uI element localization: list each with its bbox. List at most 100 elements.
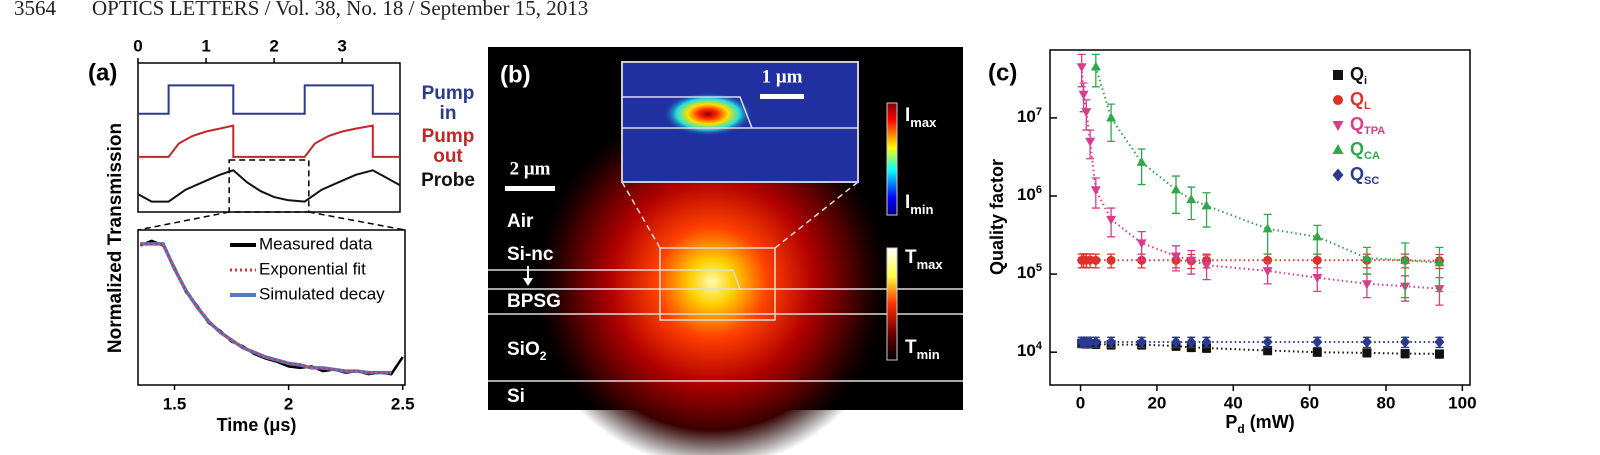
marker [1090, 61, 1101, 71]
zoom-line [774, 181, 859, 249]
y-tick-label-part: 7 [1036, 106, 1042, 118]
error-bar [1091, 53, 1100, 88]
marker [1361, 280, 1372, 290]
trace [137, 169, 401, 203]
mode-profile [663, 92, 753, 136]
marker [1263, 255, 1273, 265]
x-tick-label: 3 [337, 36, 346, 55]
panel-label: (b) [500, 61, 531, 88]
panel-label: (c) [988, 59, 1017, 86]
marker [1312, 255, 1322, 265]
x-tick-label: 80 [1377, 393, 1396, 412]
label-sub: min [917, 347, 940, 362]
trace [138, 84, 400, 115]
journal-header: OPTICS LETTERS / Vol. 38, No. 18 / Septe… [92, 0, 589, 20]
error-bar [1435, 246, 1444, 293]
y-tick-label: 106 [1017, 184, 1042, 205]
layer-line [488, 269, 741, 290]
zoom-line [621, 181, 661, 249]
legend-label: Measured data [259, 234, 373, 253]
fit-curve [1081, 342, 1440, 355]
legend-label: QCA [1350, 139, 1380, 162]
y-tick-label: 107 [1017, 106, 1042, 127]
label-sub: max [917, 257, 944, 272]
marker [1400, 336, 1411, 348]
marker [1186, 194, 1197, 204]
marker [1171, 252, 1181, 262]
x-axis-label-part: (mW) [1245, 412, 1295, 432]
layer-label: SiO2 [507, 339, 547, 363]
marker [1076, 63, 1087, 73]
scale-bar [760, 94, 804, 99]
colorbar-label: Tmax [905, 247, 943, 272]
y-tick-label-part: 5 [1036, 262, 1042, 274]
arrow-head [523, 278, 533, 286]
trace [140, 242, 392, 374]
colorbar-label: Imax [905, 105, 937, 130]
legend-label-part: TPA [1364, 125, 1385, 137]
legend-label: Qi [1350, 64, 1367, 87]
legend-label-part: CA [1364, 150, 1380, 162]
marker [1085, 336, 1096, 348]
panel-b: 1 μm 2 μm (b) Air Si-nc BPSG SiO2 Si Ima… [488, 47, 963, 455]
marker [1262, 267, 1273, 277]
marker [1201, 261, 1212, 271]
x-tick-label: 20 [1147, 393, 1166, 412]
y-tick-label-part: 10 [1017, 264, 1036, 283]
marker [1201, 336, 1212, 348]
trace-label: Pump in [421, 82, 475, 124]
marker [1361, 252, 1372, 262]
marker [1332, 144, 1344, 154]
temperature-map [527, 97, 897, 455]
marker [1171, 184, 1181, 194]
x-tick-label: 60 [1300, 393, 1319, 412]
layer-label: Si-nc [507, 244, 554, 265]
x-tick-label: 0 [1076, 393, 1085, 412]
marker [1091, 255, 1101, 265]
error-bar [1263, 213, 1272, 255]
trace [138, 124, 400, 158]
trace-label: Pump out [421, 125, 475, 167]
legend-label-part: Q [1350, 164, 1364, 184]
y-axis-label: Normalized Transmission [105, 123, 126, 353]
colorbar-label: Imin [905, 192, 933, 217]
error-bar [1187, 186, 1196, 221]
marker [1078, 90, 1089, 100]
x-axis-label-part: P [1225, 412, 1237, 432]
marker [1333, 95, 1343, 105]
marker [1332, 168, 1344, 182]
y-tick-label: 104 [1017, 340, 1043, 361]
marker [1090, 336, 1101, 348]
marker [1312, 347, 1322, 357]
marker [1081, 108, 1092, 118]
legend-label: Exponential fit [259, 259, 366, 278]
marker [1085, 137, 1096, 147]
zoom-line [308, 211, 406, 231]
y-tick-label-part: 4 [1036, 340, 1043, 352]
panel-label: (a) [88, 59, 117, 86]
marker [1201, 200, 1212, 210]
legend-label-part: Q [1350, 114, 1364, 134]
y-axis-label: Quality factor [987, 159, 1007, 275]
legend-label-part: Q [1350, 89, 1364, 109]
marker [1171, 336, 1181, 348]
x-axis-label: Time (μs) [217, 415, 297, 435]
trace-label: Probe [421, 170, 475, 192]
label-main: SiO [507, 339, 540, 360]
marker [1434, 336, 1445, 348]
marker [1400, 254, 1411, 264]
layer-lines [488, 181, 963, 382]
x-tick-label: 2 [269, 36, 278, 55]
marker [1106, 215, 1117, 225]
inset-scale: 1 μm [762, 66, 803, 87]
marker [1333, 70, 1343, 80]
label-main: T [905, 247, 917, 268]
legend-label-part: Q [1350, 64, 1364, 84]
legend-label: Simulated decay [259, 284, 385, 303]
legend-label-part: SC [1364, 175, 1379, 187]
x-axis-label-part: d [1237, 422, 1244, 436]
x-tick-label: 1.5 [163, 394, 187, 413]
legend-label-part: i [1364, 75, 1367, 87]
